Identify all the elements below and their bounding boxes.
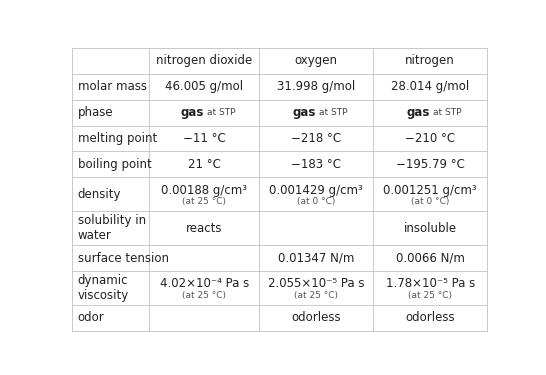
Text: gas: gas	[407, 106, 430, 119]
Text: phase: phase	[78, 106, 113, 119]
Text: (at 25 °C): (at 25 °C)	[408, 291, 452, 300]
Text: dynamic
viscosity: dynamic viscosity	[78, 274, 129, 302]
Text: (at 0 °C): (at 0 °C)	[411, 197, 449, 206]
Text: 4.02×10⁻⁴ Pa s: 4.02×10⁻⁴ Pa s	[159, 278, 249, 290]
Text: at STP: at STP	[319, 108, 347, 117]
Text: 1.78×10⁻⁵ Pa s: 1.78×10⁻⁵ Pa s	[385, 278, 475, 290]
Text: −183 °C: −183 °C	[291, 158, 341, 171]
Text: (at 0 °C): (at 0 °C)	[297, 197, 335, 206]
Text: −210 °C: −210 °C	[405, 132, 455, 145]
Text: boiling point: boiling point	[78, 158, 151, 171]
Text: 28.014 g/mol: 28.014 g/mol	[391, 80, 469, 93]
Text: 21 °C: 21 °C	[188, 158, 221, 171]
Text: density: density	[78, 188, 121, 201]
Text: 31.998 g/mol: 31.998 g/mol	[277, 80, 355, 93]
Text: 46.005 g/mol: 46.005 g/mol	[165, 80, 243, 93]
Text: (at 25 °C): (at 25 °C)	[294, 291, 338, 300]
Text: odorless: odorless	[405, 311, 455, 324]
Text: 2.055×10⁻⁵ Pa s: 2.055×10⁻⁵ Pa s	[268, 278, 364, 290]
Text: −218 °C: −218 °C	[291, 132, 341, 145]
Text: −11 °C: −11 °C	[183, 132, 225, 145]
Text: (at 25 °C): (at 25 °C)	[182, 197, 226, 206]
Text: oxygen: oxygen	[295, 54, 337, 68]
Text: molar mass: molar mass	[78, 80, 146, 93]
Text: −195.79 °C: −195.79 °C	[396, 158, 465, 171]
Text: surface tension: surface tension	[78, 252, 169, 265]
Text: insoluble: insoluble	[403, 222, 456, 235]
Text: gas: gas	[181, 106, 204, 119]
Text: gas: gas	[293, 106, 316, 119]
Text: 0.001429 g/cm³: 0.001429 g/cm³	[269, 184, 363, 196]
Text: 0.01347 N/m: 0.01347 N/m	[278, 252, 354, 265]
Text: reacts: reacts	[186, 222, 222, 235]
Text: at STP: at STP	[207, 108, 235, 117]
Text: (at 25 °C): (at 25 °C)	[182, 291, 226, 300]
Text: 0.00188 g/cm³: 0.00188 g/cm³	[161, 184, 247, 196]
Text: 0.001251 g/cm³: 0.001251 g/cm³	[383, 184, 477, 196]
Text: odor: odor	[78, 311, 104, 324]
Text: at STP: at STP	[433, 108, 461, 117]
Text: nitrogen: nitrogen	[405, 54, 455, 68]
Text: 0.0066 N/m: 0.0066 N/m	[396, 252, 465, 265]
Text: odorless: odorless	[292, 311, 341, 324]
Text: nitrogen dioxide: nitrogen dioxide	[156, 54, 252, 68]
Text: solubility in
water: solubility in water	[78, 214, 146, 242]
Text: melting point: melting point	[78, 132, 157, 145]
